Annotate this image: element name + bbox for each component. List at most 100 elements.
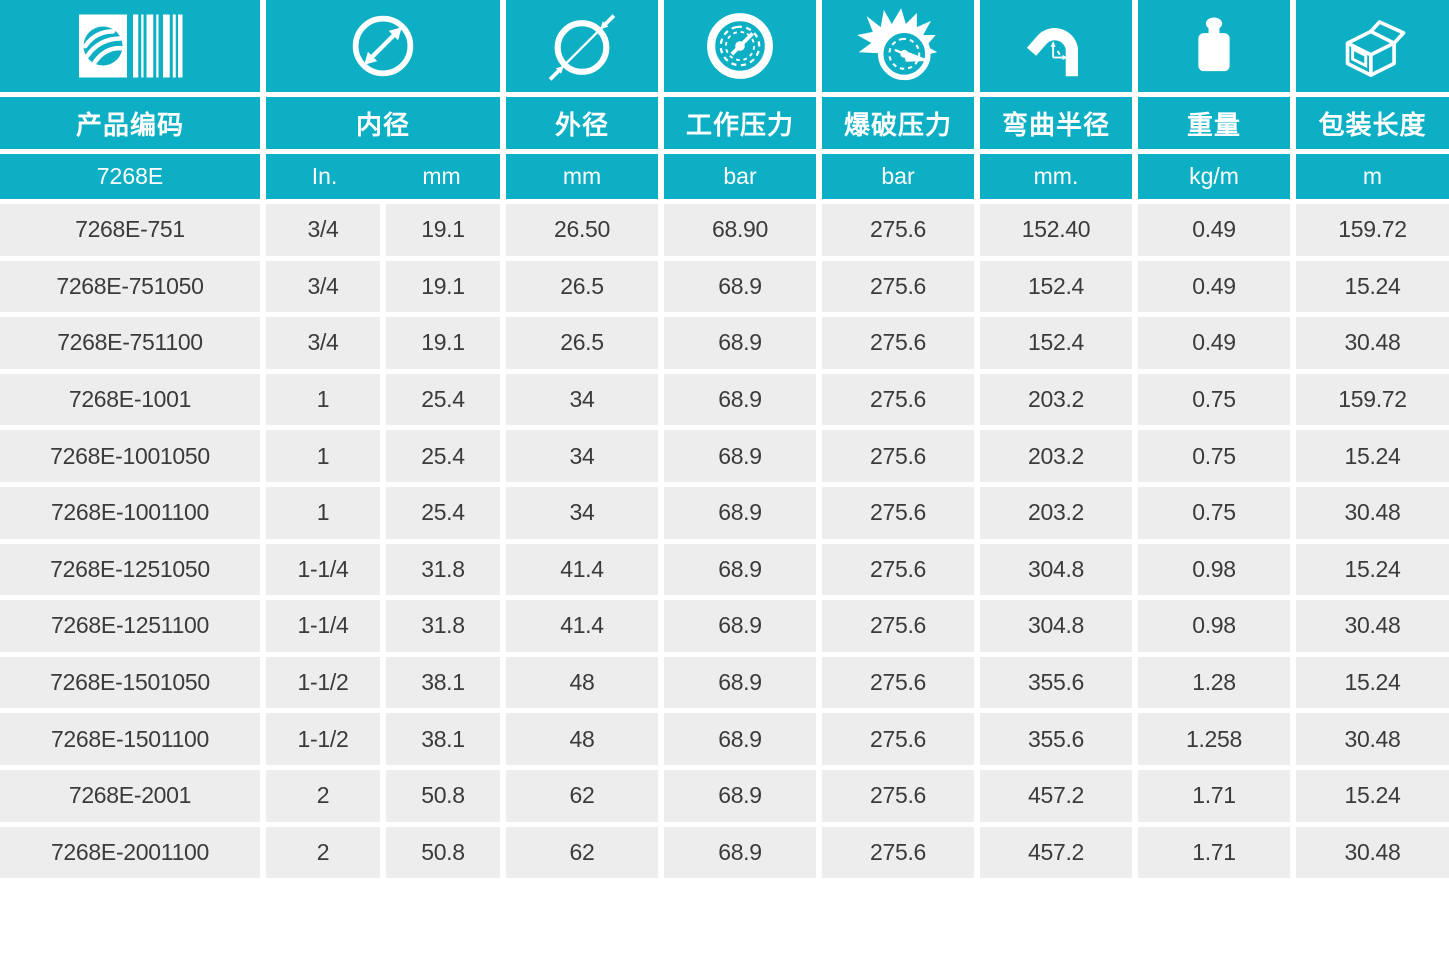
table-cell: 30.48 <box>1296 600 1449 652</box>
column-header-burst-pressure: 爆破压力 <box>822 97 974 149</box>
table-cell: 68.9 <box>664 486 816 539</box>
table-cell: 41.4 <box>506 543 658 596</box>
weight-icon-cell <box>1138 0 1290 92</box>
weight-icon <box>1198 17 1230 72</box>
unit-mm: mm <box>422 163 461 189</box>
inner-diameter-icon-cell <box>266 0 500 92</box>
open-box-icon <box>1345 20 1405 77</box>
table-cell: 1-1/4 <box>266 600 380 652</box>
table-cell: 15.24 <box>1296 430 1449 482</box>
column-header-package-length: 包装长度 <box>1296 97 1449 149</box>
table-cell: 30.48 <box>1296 486 1449 539</box>
table-cell: 275.6 <box>822 600 974 652</box>
table-cell: 19.1 <box>386 260 500 313</box>
table-cell: 0.49 <box>1138 317 1290 369</box>
table-cell: 26.5 <box>506 317 658 369</box>
table-cell: 275.6 <box>822 543 974 596</box>
table-cell: 38.1 <box>386 713 500 765</box>
product-code-cell: 7268E-751100 <box>0 317 260 369</box>
inner-diameter-units-cell: In. mm <box>266 154 500 199</box>
table-cell: 0.98 <box>1138 543 1290 596</box>
table-cell: 15.24 <box>1296 769 1449 822</box>
column-header-working-pressure: 工作压力 <box>664 97 816 149</box>
table-cell: 31.8 <box>386 543 500 596</box>
table-cell: 0.98 <box>1138 600 1290 652</box>
outer-diameter-icon-cell <box>506 0 658 92</box>
product-code-cell: 7268E-751050 <box>0 260 260 313</box>
bend-radius-icon-cell <box>980 0 1132 92</box>
table-cell: 1 <box>266 486 380 539</box>
table-cell: 48 <box>506 713 658 765</box>
table-cell: 304.8 <box>980 600 1132 652</box>
table-cell: 275.6 <box>822 486 974 539</box>
table-cell: 68.90 <box>664 204 816 256</box>
table-cell: 25.4 <box>386 430 500 482</box>
table-cell: 38.1 <box>386 656 500 709</box>
table-cell: 2 <box>266 826 380 879</box>
product-code-cell: 7268E-751 <box>0 204 260 256</box>
table-cell: 275.6 <box>822 769 974 822</box>
table-cell: 159.72 <box>1296 204 1449 256</box>
table-cell: 68.9 <box>664 543 816 596</box>
table-cell: 1 <box>266 430 380 482</box>
table-cell: 25.4 <box>386 486 500 539</box>
burst-pressure-icon-cell <box>822 0 974 92</box>
table-cell: 275.6 <box>822 204 974 256</box>
product-code-cell: 7268E-1251100 <box>0 600 260 652</box>
table-cell: 15.24 <box>1296 260 1449 313</box>
table-cell: 34 <box>506 486 658 539</box>
table-cell: 275.6 <box>822 713 974 765</box>
table-cell: 68.9 <box>664 430 816 482</box>
table-cell: 2 <box>266 769 380 822</box>
table-cell: 68.9 <box>664 769 816 822</box>
unit-package-length: m <box>1296 154 1449 199</box>
table-cell: 48 <box>506 656 658 709</box>
outer-diameter-icon <box>548 14 616 81</box>
series-code-header: 7268E <box>0 154 260 199</box>
table-cell: 34 <box>506 373 658 426</box>
column-header-outer-diameter: 外径 <box>506 97 658 149</box>
table-cell: 159.72 <box>1296 373 1449 426</box>
table-cell: 62 <box>506 826 658 879</box>
table-cell: 1-1/2 <box>266 713 380 765</box>
table-cell: 68.9 <box>664 656 816 709</box>
unit-working-pressure: bar <box>664 154 816 199</box>
table-cell: 1-1/4 <box>266 543 380 596</box>
table-cell: 0.49 <box>1138 260 1290 313</box>
column-header-bend-radius: 弯曲半径 <box>980 97 1132 149</box>
table-cell: 30.48 <box>1296 713 1449 765</box>
table-cell: 15.24 <box>1296 656 1449 709</box>
table-cell: 31.8 <box>386 600 500 652</box>
unit-burst-pressure: bar <box>822 154 974 199</box>
table-cell: 1.28 <box>1138 656 1290 709</box>
table-cell: 0.75 <box>1138 430 1290 482</box>
table-cell: 152.4 <box>980 317 1132 369</box>
product-code-cell: 7268E-1501100 <box>0 713 260 765</box>
table-cell: 275.6 <box>822 373 974 426</box>
table-cell: 275.6 <box>822 826 974 879</box>
table-cell: 275.6 <box>822 260 974 313</box>
bend-radius-icon <box>1026 28 1078 77</box>
table-cell: 26.5 <box>506 260 658 313</box>
table-cell: 30.48 <box>1296 826 1449 879</box>
product-code-cell: 7268E-1501050 <box>0 656 260 709</box>
table-cell: 34 <box>506 430 658 482</box>
table-cell: 457.2 <box>980 826 1132 879</box>
unit-bend-radius: mm. <box>980 154 1132 199</box>
barcode-icon <box>79 14 183 78</box>
unit-outer-diameter: mm <box>506 154 658 199</box>
column-header-inner-diameter: 内径 <box>266 97 500 149</box>
table-cell: 355.6 <box>980 656 1132 709</box>
table-cell: 0.49 <box>1138 204 1290 256</box>
table-cell: 457.2 <box>980 769 1132 822</box>
table-cell: 1.258 <box>1138 713 1290 765</box>
table-cell: 68.9 <box>664 713 816 765</box>
working-pressure-icon-cell <box>664 0 816 92</box>
package-length-icon-cell <box>1296 0 1449 92</box>
table-cell: 0.75 <box>1138 373 1290 426</box>
unit-weight: kg/m <box>1138 154 1290 199</box>
table-cell: 19.1 <box>386 204 500 256</box>
pressure-gauge-icon <box>707 13 773 79</box>
product-code-cell: 7268E-1001 <box>0 373 260 426</box>
product-code-icon-cell <box>0 0 260 92</box>
